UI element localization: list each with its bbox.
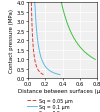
Sq = 0.1 μm [50,71,51,72]
Sq = 0.1 μm [56,73,57,75]
Sq = 0.5 μm [95,59,96,61]
Line: Sq = 0.5 μm: Sq = 0.5 μm [61,3,95,60]
Sq = 0.1 μm [53,72,55,74]
Sq = 0.5 μm [81,49,83,50]
Sq = 0.1 μm [36,28,37,29]
Sq = 0.05 μm [38,71,40,72]
Sq = 0.05 μm [38,70,39,72]
Sq = 0.1 μm [34,3,35,4]
Sq = 0.5 μm [63,11,64,13]
Sq = 0.05 μm [43,74,44,76]
Sq = 0.1 μm [59,74,60,76]
Sq = 0.5 μm [86,54,88,55]
Sq = 0.5 μm [80,48,82,49]
Line: Sq = 0.1 μm: Sq = 0.1 μm [35,3,60,75]
Sq = 0.05 μm [32,28,33,29]
X-axis label: Distance between surfaces (μm): Distance between surfaces (μm) [18,89,100,94]
Sq = 0.5 μm [61,3,62,4]
Sq = 0.05 μm [38,70,39,71]
Sq = 0.1 μm [49,70,50,71]
Sq = 0.05 μm [41,73,42,75]
Sq = 0.1 μm [50,71,51,72]
Y-axis label: Contact pressure (MPa): Contact pressure (MPa) [9,9,14,73]
Line: Sq = 0.05 μm: Sq = 0.05 μm [31,3,44,75]
Sq = 0.5 μm [82,50,84,51]
Sq = 0.05 μm [40,72,41,74]
Sq = 0.05 μm [31,3,32,4]
Legend: Sq = 0.05 μm, Sq = 0.1 μm, Sq = 0.5 μm: Sq = 0.05 μm, Sq = 0.1 μm, Sq = 0.5 μm [27,97,73,112]
Sq = 0.5 μm [90,56,91,58]
